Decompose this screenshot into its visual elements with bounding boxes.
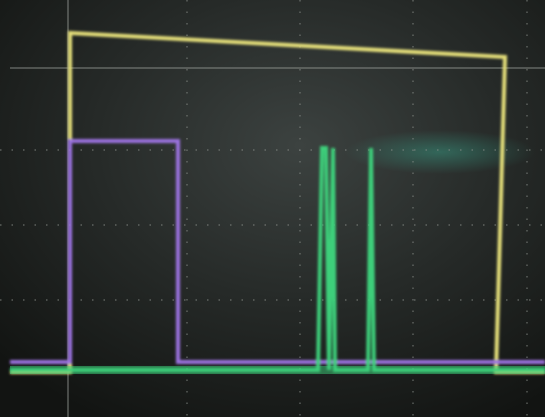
- screen: [0, 0, 545, 417]
- oscilloscope-photo: [0, 0, 545, 417]
- green-baseline: [10, 366, 545, 374]
- reflection: [345, 130, 535, 174]
